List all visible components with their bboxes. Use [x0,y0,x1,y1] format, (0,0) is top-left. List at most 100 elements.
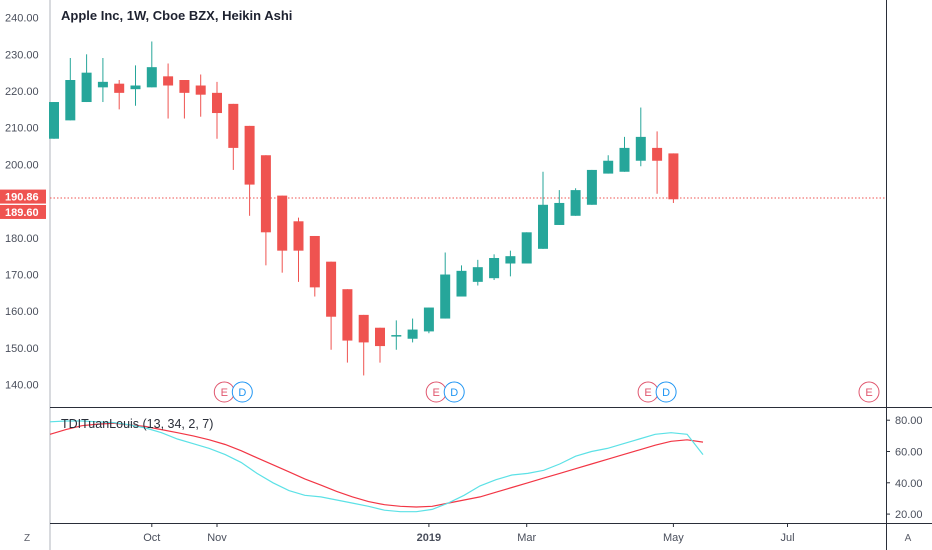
candle[interactable] [668,153,679,203]
candle[interactable] [456,265,467,297]
price-tick-label: 220.00 [5,86,39,98]
candle[interactable] [195,74,206,117]
candle[interactable] [635,107,646,167]
candle[interactable] [391,320,402,350]
price-tick-label: 240.00 [5,13,39,25]
candle-body [342,289,353,341]
indicator-axis: 80.00 60.00 40.00 20.00 [886,415,923,521]
candle[interactable] [342,289,353,363]
price-tick-label: 140.00 [5,380,39,392]
dividend-circle [231,381,253,403]
zoom-button-label: Z [24,533,30,544]
candle[interactable] [130,65,141,106]
candle-body [114,83,125,93]
auto-scale-button-label: A [905,533,912,544]
price-tick-label: 150.00 [5,343,39,355]
time-tick-label: May [663,532,684,544]
indicator-tick-label: 40.00 [895,478,923,490]
candle-body [49,102,59,139]
candle[interactable] [212,81,222,139]
chart-title: Apple Inc, 1W, Cboe BZX, Heikin Ashi [61,8,292,23]
candle[interactable] [260,155,271,266]
earnings-circle [858,381,880,403]
earnings-letter: E [221,387,228,399]
candle[interactable] [309,235,320,297]
indicator-tick-label: 20.00 [895,509,923,521]
candle-body [456,270,467,297]
indicator-line-cyan [49,420,704,513]
earnings-marker[interactable]: E [858,381,880,403]
candle[interactable] [505,250,516,277]
price-tick-label: 210.00 [5,123,39,135]
dividend-letter: D [238,387,246,399]
candle[interactable] [293,217,304,282]
dividend-circle [655,381,677,403]
candle[interactable] [570,188,581,216]
candle[interactable] [423,307,434,334]
candle-body [81,72,92,103]
candle[interactable] [521,232,532,264]
candle[interactable] [277,195,288,273]
price-tick-label: 180.00 [5,233,39,245]
zoom-button[interactable]: Z [17,529,37,545]
candle[interactable] [65,57,76,121]
price-tick-label: 170.00 [5,270,39,282]
earnings-letter: E [865,387,872,399]
price-badge [0,189,46,204]
candle[interactable] [179,80,190,119]
candle-body [538,204,548,249]
candle[interactable] [97,57,108,103]
candle-body [407,329,418,339]
auto-scale-button[interactable]: A [898,529,918,545]
candle[interactable] [489,254,500,281]
candle[interactable] [375,327,385,363]
candle[interactable] [652,131,663,194]
price-badge-label: 190.86 [5,192,39,204]
candle[interactable] [114,80,125,110]
candle-body [163,76,174,86]
candle-body [228,103,239,148]
indicator-tick-label: 60.00 [895,446,923,458]
candle[interactable] [49,102,59,139]
candle[interactable] [326,261,337,350]
candle-body [489,257,500,279]
time-tick-label: Mar [517,532,536,544]
price-tick-label: 200.00 [5,159,39,171]
candle-body [423,307,434,332]
indicator-lines [49,420,704,513]
candle[interactable] [146,41,157,88]
candle-body [146,67,157,88]
candle[interactable] [554,190,565,225]
candle-body [505,256,516,264]
candle-body [97,81,108,88]
candle-body [212,92,222,114]
candle[interactable] [228,103,239,170]
candle[interactable] [407,318,418,343]
candle[interactable] [244,125,255,216]
candle[interactable] [538,171,548,249]
candle[interactable] [619,136,630,172]
candles-layer [49,41,886,376]
time-tick-label: 2019 [417,532,441,544]
candle[interactable] [440,252,451,319]
candle[interactable] [472,259,483,286]
candle-body [309,235,320,288]
price-tick-label: 160.00 [5,306,39,318]
indicator-tick-label: 80.00 [895,415,923,427]
candle[interactable] [586,169,597,205]
candle-body [440,274,451,319]
candle[interactable] [163,63,174,119]
candle-body [195,85,206,95]
candle[interactable] [603,155,614,174]
candle[interactable] [81,54,92,103]
candle-body [668,153,679,200]
candle[interactable] [358,314,369,376]
candle-body [619,147,630,172]
price-badges: 190.86 189.60 [0,189,46,219]
candle-body [554,202,565,225]
